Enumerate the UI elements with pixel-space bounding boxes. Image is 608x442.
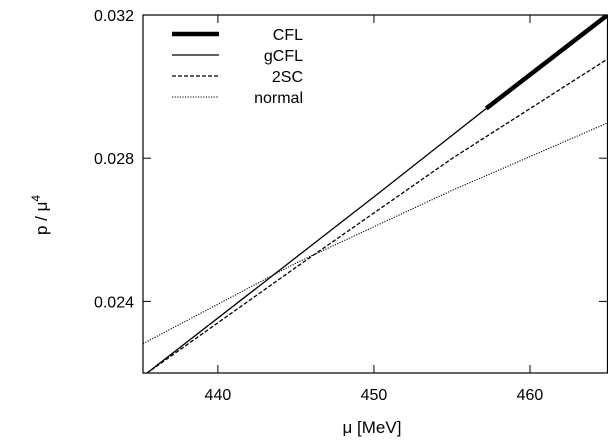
y-tick-label: 0.028: [94, 151, 134, 168]
x-tick-label: 450: [361, 387, 388, 404]
series-line-2sc: [146, 58, 608, 373]
plot-area: [143, 15, 608, 373]
legend-label-gcfl: gCFL: [264, 48, 303, 65]
legend: CFL gCFL 2SC normal: [172, 27, 303, 107]
y-axis-label: p / μ4: [29, 195, 51, 235]
series-line-normal: [143, 122, 608, 345]
x-axis-label: μ [MeV]: [343, 418, 402, 437]
legend-label-2sc: 2SC: [272, 69, 303, 86]
series-line-gcfl: [145, 107, 487, 373]
series-line-cfl: [484, 15, 608, 111]
y-tick-label: 0.032: [94, 8, 134, 25]
y-axis-label-main: p / μ: [32, 202, 51, 235]
y-tick-label: 0.024: [94, 294, 134, 311]
legend-label-normal: normal: [254, 90, 303, 107]
legend-label-cfl: CFL: [273, 27, 303, 44]
axes: 440 450 460 0.024 0.028 0.032: [94, 8, 608, 404]
x-tick-label: 440: [205, 387, 232, 404]
x-tick-label: 460: [517, 387, 544, 404]
y-axis-label-superscript: 4: [29, 195, 43, 202]
